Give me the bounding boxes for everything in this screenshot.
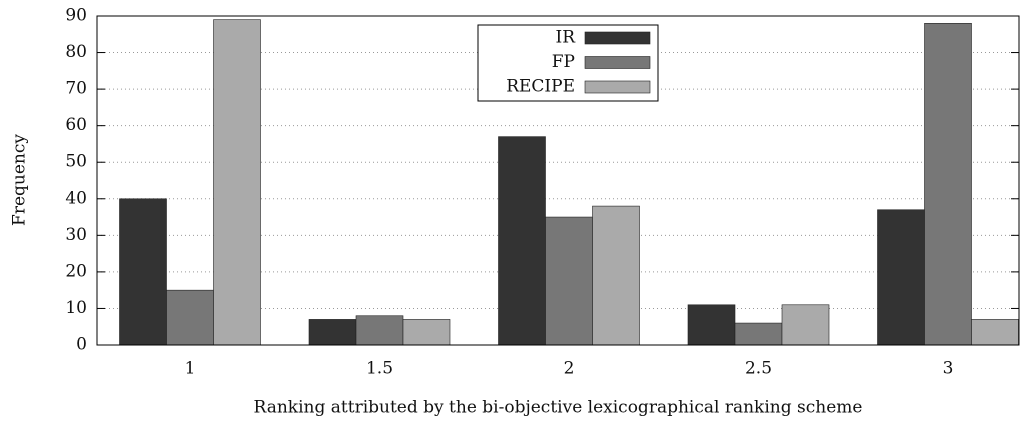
bar	[971, 319, 1019, 346]
bar	[687, 304, 736, 346]
legend: IR FP RECIPE	[477, 24, 659, 102]
x-axis-label: Ranking attributed by the bi-objective l…	[254, 398, 863, 418]
bar	[781, 304, 830, 346]
y-tick-label: 40	[65, 188, 87, 208]
y-tick-label: 90	[65, 6, 87, 26]
x-tick-label: 3	[943, 359, 954, 379]
bar	[734, 322, 783, 346]
legend-swatch	[584, 80, 651, 94]
bar	[592, 205, 640, 346]
bar	[402, 319, 451, 346]
bar	[355, 315, 404, 346]
bar	[166, 289, 214, 346]
x-tick-label: 1.5	[366, 359, 393, 379]
bar	[924, 23, 972, 346]
y-tick-label: 60	[65, 115, 87, 135]
x-tick-label: 2	[564, 359, 575, 379]
legend-label: RECIPE	[506, 77, 575, 97]
legend-label: FP	[552, 52, 575, 72]
plot-frame	[96, 15, 1020, 346]
legend-swatch	[584, 31, 651, 45]
bar	[545, 216, 593, 346]
y-tick-label: 50	[65, 152, 87, 172]
x-tick-label: 2.5	[745, 359, 772, 379]
y-tick-label: 20	[65, 261, 87, 281]
bar	[213, 19, 261, 346]
bar	[308, 319, 357, 346]
y-tick-label: 10	[65, 298, 87, 318]
y-axis-label: Frequency	[10, 134, 30, 226]
bar	[119, 198, 167, 346]
legend-label: IR	[555, 28, 576, 48]
legend-swatch	[584, 56, 651, 69]
y-tick-label: 0	[76, 335, 87, 355]
y-tick-label: 30	[65, 225, 87, 245]
y-tick-label: 70	[65, 79, 87, 99]
x-tick-label: 1	[185, 359, 196, 379]
bar	[498, 136, 546, 346]
y-tick-label: 80	[65, 42, 87, 62]
bar	[877, 209, 925, 346]
